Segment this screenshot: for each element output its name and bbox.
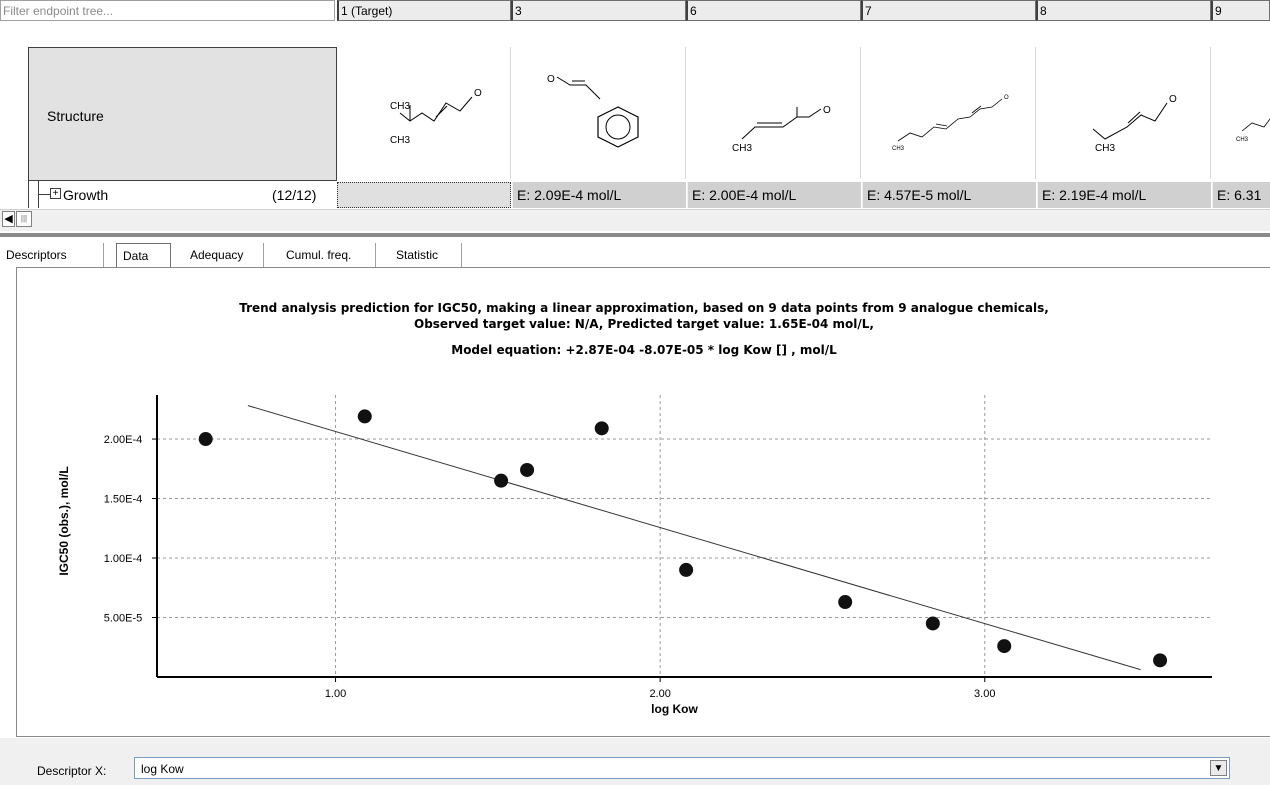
x-tick-label: 3.00 xyxy=(974,688,995,700)
chart-title-line1: Trend analysis prediction for IGC50, mak… xyxy=(239,301,1049,315)
atom-label: O xyxy=(547,74,555,85)
atom-label: CH3 xyxy=(732,143,752,154)
molecule-target: CH3 CH3 O xyxy=(390,88,482,146)
data-point xyxy=(494,473,509,488)
filter-endpoint-input[interactable]: Filter endpoint tree... xyxy=(0,0,335,21)
tab-data[interactable]: Data xyxy=(116,243,171,267)
value-cell-9[interactable]: E: 6.31 xyxy=(1212,182,1270,208)
atom-label: O xyxy=(1169,94,1177,105)
column-header-3[interactable]: 3 xyxy=(511,0,686,21)
column-header-6[interactable]: 6 xyxy=(686,0,861,21)
y-axis-label: IGC50 (obs.), mol/L xyxy=(57,466,71,575)
growth-count: (12/12) xyxy=(272,187,317,203)
structure-image-6[interactable]: CH3 O xyxy=(687,47,861,179)
atom-label: O xyxy=(823,105,831,116)
chevron-down-icon[interactable]: ▼ xyxy=(1210,760,1227,776)
tab-cumul-freq[interactable]: Cumul. freq. xyxy=(280,243,376,267)
column-header-8[interactable]: 8 xyxy=(1036,0,1211,21)
expand-growth-icon[interactable]: + xyxy=(50,188,61,199)
atom-label: CH3 xyxy=(390,135,410,146)
model-equation: Model equation: +2.87E-04 -8.07E-05 * lo… xyxy=(451,343,837,357)
molecule-6: CH3 O xyxy=(732,105,831,154)
scroll-thumb[interactable]: ||| xyxy=(16,211,32,227)
y-tick-label: 1.00E-4 xyxy=(104,553,143,565)
descriptor-x-label: Descriptor X: xyxy=(37,764,107,778)
atom-label: CH3 xyxy=(892,146,905,152)
structure-image-9[interactable]: CH3 xyxy=(1212,47,1270,179)
atom-label: O xyxy=(474,88,482,99)
molecule-8: CH3 O xyxy=(1092,94,1177,154)
descriptor-x-select[interactable]: log Kow xyxy=(134,757,1230,779)
column-header-target[interactable]: 1 (Target) xyxy=(337,0,511,21)
y-tick-label: 2.00E-4 xyxy=(104,434,143,446)
atom-label: CH3 xyxy=(1095,143,1115,154)
y-tick-label: 1.50E-4 xyxy=(104,494,143,506)
atom-label: O xyxy=(1004,95,1009,101)
data-point xyxy=(679,562,694,577)
x-tick-label: 1.00 xyxy=(325,688,346,700)
column-header-7[interactable]: 7 xyxy=(861,0,1036,21)
structure-image-8[interactable]: CH3 O xyxy=(1037,47,1211,179)
y-tick-label: 5.00E-5 xyxy=(104,613,143,625)
molecule-7: CH3 O xyxy=(892,95,1009,152)
atom-label: CH3 xyxy=(390,101,410,112)
structure-label: Structure xyxy=(47,108,104,124)
value-cell-3[interactable]: E: 2.09E-4 mol/L xyxy=(512,182,686,208)
data-point xyxy=(838,595,853,610)
structure-row-header: Structure xyxy=(28,47,337,181)
data-point xyxy=(520,462,535,477)
scatter-chart: 5.00E-5 1.00E-4 1.50E-4 2.00E-4 1.00 2.00 3.00… xyxy=(57,395,1212,716)
horizontal-scrollbar[interactable] xyxy=(0,209,1270,231)
column-header-9[interactable]: 9 xyxy=(1211,0,1270,21)
structure-image-7[interactable]: CH3 O xyxy=(862,47,1036,179)
tab-descriptors[interactable]: Descriptors xyxy=(0,243,104,267)
data-point xyxy=(925,616,940,631)
molecule-9: CH3 xyxy=(1236,118,1270,143)
x-tick-label: 2.00 xyxy=(649,688,670,700)
data-point xyxy=(594,421,609,436)
data-point xyxy=(357,409,372,424)
value-cell-8[interactable]: E: 2.19E-4 mol/L xyxy=(1037,182,1211,208)
tab-statistic[interactable]: Statistic xyxy=(390,243,462,267)
value-cell-7[interactable]: E: 4.57E-5 mol/L xyxy=(862,182,1036,208)
chart-title-line2: Observed target value: N/A, Predicted ta… xyxy=(414,317,874,331)
tree-item-growth[interactable]: Growth xyxy=(63,187,109,203)
data-point xyxy=(198,432,213,447)
molecule-3: O xyxy=(547,74,639,148)
data-point xyxy=(1153,653,1168,668)
atom-label: CH3 xyxy=(1236,137,1249,143)
tree-connector xyxy=(28,181,29,208)
panel-splitter[interactable] xyxy=(0,233,1270,237)
trend-line xyxy=(247,405,1141,671)
data-point xyxy=(997,639,1012,654)
scroll-left-arrow-icon[interactable]: ◀ xyxy=(2,211,15,227)
structure-image-3[interactable]: O xyxy=(512,47,686,179)
structure-image-target[interactable]: CH3 CH3 O xyxy=(338,47,511,179)
x-axis-label: log Kow xyxy=(651,702,698,716)
value-cell-target[interactable] xyxy=(337,182,511,208)
tree-connector xyxy=(38,194,50,195)
tab-adequacy[interactable]: Adequacy xyxy=(184,243,264,267)
value-cell-6[interactable]: E: 2.00E-4 mol/L xyxy=(687,182,861,208)
chart-panel: Trend analysis prediction for IGC50, mak… xyxy=(16,267,1270,737)
